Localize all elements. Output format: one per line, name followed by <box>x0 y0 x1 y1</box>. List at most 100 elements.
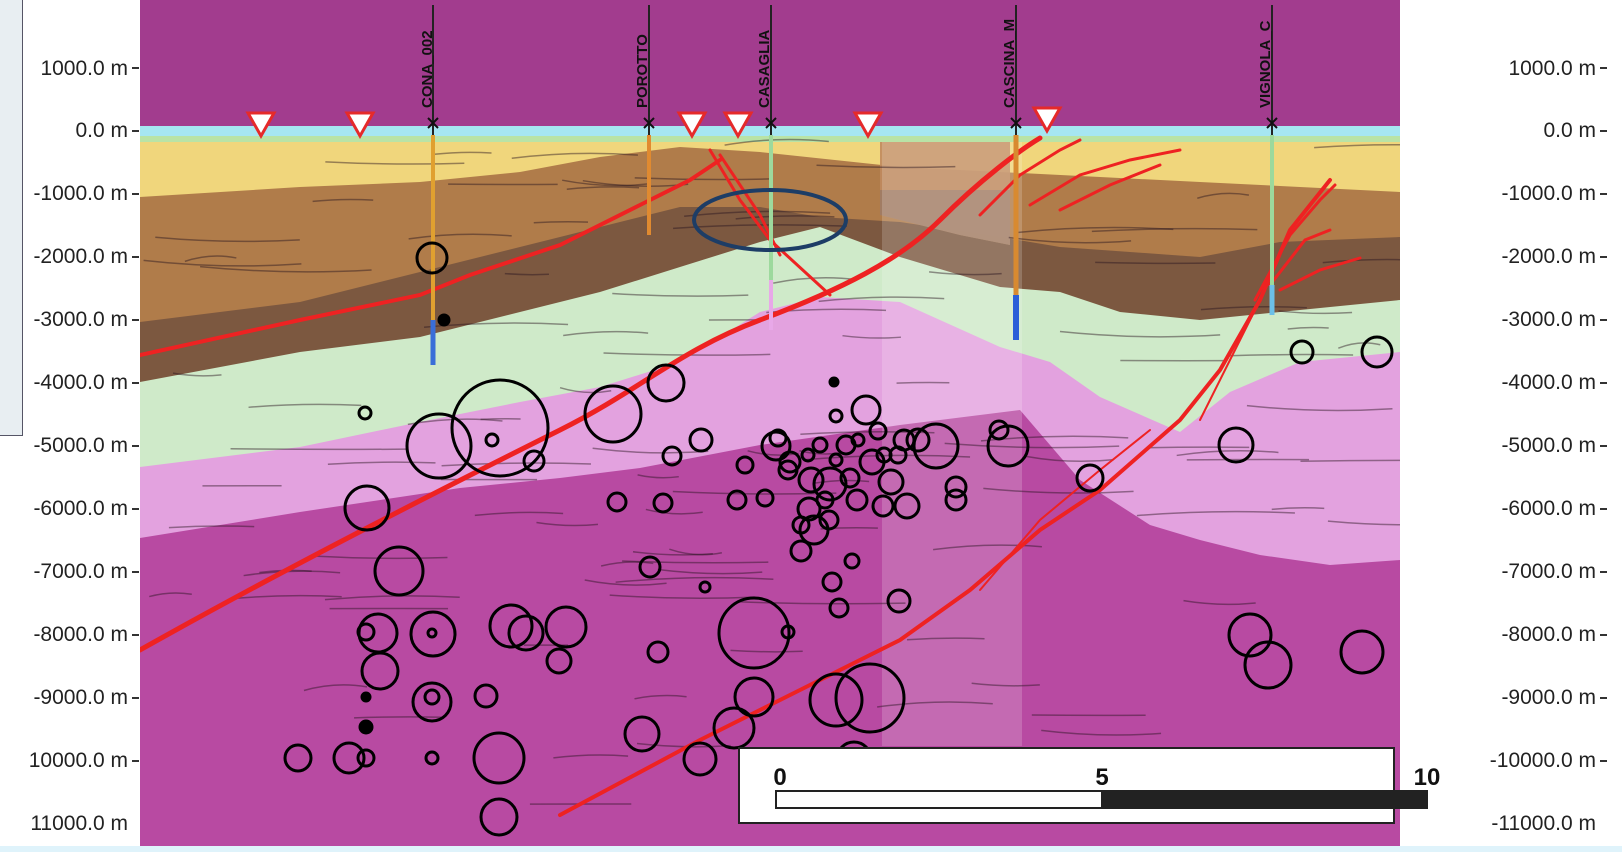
reflector-line <box>615 576 774 583</box>
layer-dark-brown <box>140 205 1400 382</box>
event-circle <box>780 624 796 640</box>
reflector-line <box>657 568 763 575</box>
reflector-line <box>553 754 629 759</box>
reflector-line <box>408 233 512 240</box>
event-circle <box>283 743 313 773</box>
reflector-line <box>816 164 956 169</box>
reflector-line <box>511 152 638 160</box>
event-circle <box>850 394 882 426</box>
layer-pink <box>140 295 1400 565</box>
event-circle <box>821 571 843 593</box>
reflector-line <box>842 334 902 339</box>
event-circle <box>426 627 438 639</box>
event-circle <box>638 555 662 579</box>
reflector-line <box>592 447 709 454</box>
event-circle <box>484 432 500 448</box>
reflector-line <box>423 322 569 328</box>
reflector-line <box>1176 450 1279 457</box>
event-circle <box>986 424 1030 468</box>
event-circle <box>545 647 573 675</box>
event-circle <box>905 427 931 453</box>
event-circle <box>812 466 848 502</box>
reflector-line <box>1095 261 1216 265</box>
depth-tick-label: 0.0 m <box>1543 119 1596 142</box>
event-circle <box>893 492 921 520</box>
event-circle <box>646 640 670 664</box>
event-circle <box>733 676 775 718</box>
event-circle <box>778 450 802 474</box>
event-circle <box>357 405 373 421</box>
depth-tick-label: -3000.0 m <box>33 308 128 331</box>
depth-axis-right: 1000.0 m 0.0 m -1000.0 m -2000.0 m -3000… <box>1490 57 1607 835</box>
reflector-line <box>172 372 222 377</box>
location-map-inset <box>0 0 23 436</box>
event-circle <box>606 491 628 513</box>
reflector-line <box>1322 258 1400 264</box>
reflector-line <box>480 418 521 421</box>
reflector-line <box>971 682 1040 687</box>
event-circle <box>343 484 391 532</box>
event-circle <box>682 741 718 777</box>
event-circle <box>409 610 457 658</box>
reflector-line <box>243 570 341 577</box>
faults <box>140 135 1362 817</box>
event-circle <box>988 419 1010 441</box>
event-circle <box>332 741 366 775</box>
reflector-line <box>248 403 362 409</box>
main-thrust-fault <box>140 135 1043 653</box>
reflector-line <box>1327 520 1400 526</box>
event-circle <box>1217 426 1255 464</box>
reflector-line <box>1300 459 1400 463</box>
event-circle <box>912 422 960 470</box>
reflector-line <box>944 442 1120 449</box>
fault-splay-3 <box>978 138 1082 217</box>
event-circle <box>828 452 844 468</box>
fault-splay-8 <box>1278 256 1362 292</box>
reflector-line <box>637 474 679 479</box>
event-circle <box>735 455 755 475</box>
reflector-line <box>730 649 803 653</box>
scale-label-5: 5 <box>1095 764 1108 791</box>
event-circle <box>1243 640 1293 690</box>
event-circle <box>845 488 869 512</box>
reflector-line <box>1059 330 1221 338</box>
reflector-line <box>634 694 687 700</box>
reflector-line <box>609 594 755 600</box>
fault-splay-4 <box>1028 148 1182 207</box>
depth-tick-label: -3000.0 m <box>1501 308 1596 331</box>
reflector-line <box>303 684 368 692</box>
reflector-line <box>184 255 237 263</box>
event-circle <box>405 412 473 480</box>
reflector-line <box>669 548 723 556</box>
reflector-line <box>612 292 749 297</box>
event-circle <box>411 681 453 723</box>
reflector-line <box>1271 506 1325 511</box>
event-dot <box>360 691 372 703</box>
scale-bar: 0 5 10 <box>738 747 1440 824</box>
reflector-line <box>536 521 599 527</box>
reflector-line <box>1278 310 1353 315</box>
fault-splay-9 <box>979 429 1151 591</box>
triangle-down-icon <box>722 111 754 140</box>
event-circle <box>944 475 968 499</box>
depth-tick-label: -8000.0 m <box>1501 623 1596 646</box>
reflector-line <box>504 272 550 276</box>
event-circle <box>652 492 674 514</box>
depth-tick-label: -6000.0 m <box>33 497 128 520</box>
reflector-line <box>933 544 1042 551</box>
reflector-line <box>1287 326 1329 330</box>
event-circle <box>450 378 550 478</box>
event-circle <box>356 748 376 768</box>
reflector-line <box>738 601 906 605</box>
well-label-vignola: VIGNOLA_C <box>1257 20 1274 108</box>
reflector-line <box>1314 144 1400 149</box>
reflector-line <box>149 592 192 598</box>
depth-tick-label: -10000.0 m <box>1490 749 1596 772</box>
event-circle <box>544 605 588 649</box>
depth-tick-label: -4000.0 m <box>33 371 128 394</box>
depth-tick-label: 1000.0 m <box>40 57 128 80</box>
event-circle <box>360 651 400 691</box>
event-circle <box>755 488 775 508</box>
reflector-line <box>231 594 342 600</box>
